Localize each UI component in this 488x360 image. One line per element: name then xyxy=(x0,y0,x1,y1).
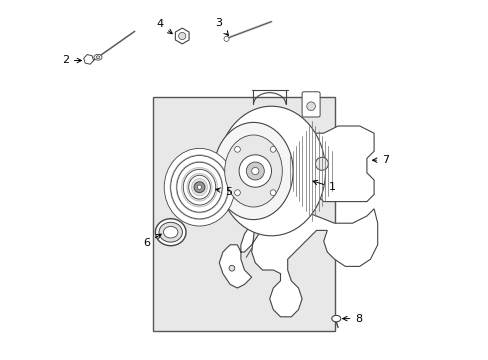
Text: 6: 6 xyxy=(143,234,161,248)
Text: 3: 3 xyxy=(215,18,228,36)
Ellipse shape xyxy=(177,162,222,212)
Ellipse shape xyxy=(170,156,228,219)
Text: 1: 1 xyxy=(312,180,335,192)
Ellipse shape xyxy=(217,106,325,236)
Circle shape xyxy=(194,182,204,193)
Circle shape xyxy=(315,157,328,170)
Text: 8: 8 xyxy=(342,314,362,324)
FancyBboxPatch shape xyxy=(302,92,320,117)
Ellipse shape xyxy=(188,175,210,199)
Bar xyxy=(152,97,334,331)
Polygon shape xyxy=(255,126,373,209)
Circle shape xyxy=(251,167,258,175)
Text: 4: 4 xyxy=(156,19,172,34)
Text: 5: 5 xyxy=(216,186,231,197)
Ellipse shape xyxy=(213,122,292,220)
Circle shape xyxy=(239,155,271,187)
Ellipse shape xyxy=(155,219,185,246)
Ellipse shape xyxy=(159,222,182,242)
Circle shape xyxy=(178,32,185,40)
Ellipse shape xyxy=(191,179,207,196)
Circle shape xyxy=(234,147,240,152)
Circle shape xyxy=(228,265,234,271)
Ellipse shape xyxy=(94,54,102,60)
Ellipse shape xyxy=(186,174,212,201)
Circle shape xyxy=(306,102,315,111)
Ellipse shape xyxy=(183,170,215,205)
Circle shape xyxy=(270,147,275,152)
Ellipse shape xyxy=(176,161,223,213)
Ellipse shape xyxy=(164,148,234,226)
Ellipse shape xyxy=(170,155,228,220)
Ellipse shape xyxy=(96,56,100,59)
Circle shape xyxy=(270,190,275,195)
Ellipse shape xyxy=(182,166,216,208)
Polygon shape xyxy=(219,209,377,317)
Ellipse shape xyxy=(181,167,217,207)
Text: 2: 2 xyxy=(61,55,81,66)
Ellipse shape xyxy=(331,315,340,322)
Ellipse shape xyxy=(224,135,282,207)
Text: 7: 7 xyxy=(372,155,388,165)
Circle shape xyxy=(234,190,240,195)
Circle shape xyxy=(246,162,264,180)
Ellipse shape xyxy=(163,226,178,238)
Circle shape xyxy=(197,185,201,189)
Circle shape xyxy=(224,36,228,41)
